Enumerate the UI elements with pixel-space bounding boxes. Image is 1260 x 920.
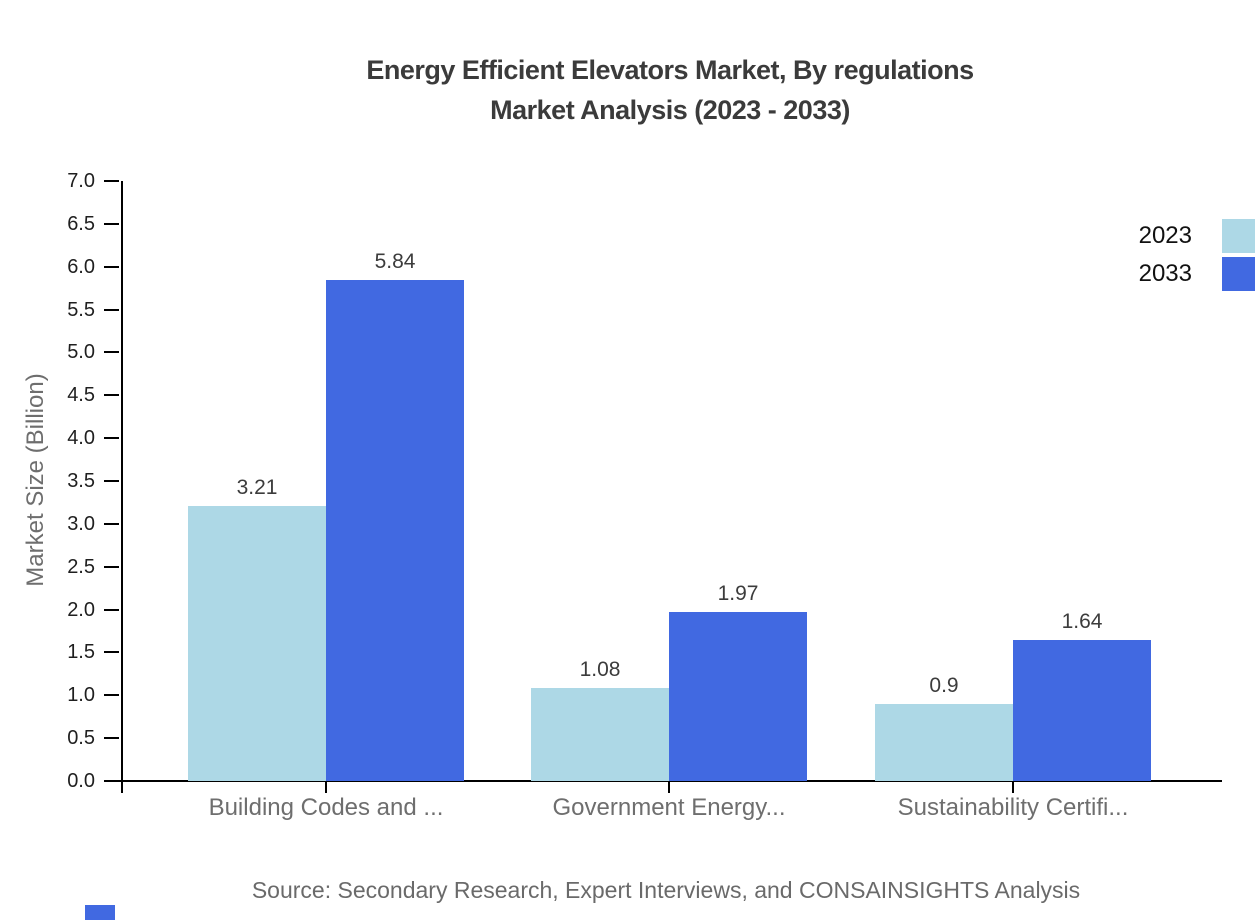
bar-value-label: 1.08 [579,658,621,681]
y-tick-mark [104,308,119,311]
y-tick-mark [104,480,119,482]
y-tick-label: 3.5 [67,470,95,492]
chart-title-line2: Market Analysis (2023 - 2033) [490,95,850,125]
bar-2033-0 [326,280,464,781]
x-tick-mark [325,781,327,793]
y-tick-label: 5.5 [67,298,95,321]
x-tick-mark [668,781,670,793]
legend-item-2033: 2033 [1139,257,1255,291]
bar-value-label: 5.84 [374,250,416,273]
y-tick-mark [104,265,119,268]
y-tick-mark [104,180,119,182]
chart-title-line1: Energy Efficient Elevators Market, By re… [366,55,974,85]
x-axis-line [104,780,1222,782]
y-tick-label: 2.0 [67,598,95,621]
chart-title: Energy Efficient Elevators Market, By re… [80,50,1260,130]
y-tick-mark [104,780,119,782]
y-tick-label: 1.0 [67,684,95,707]
x-tick-mark [1012,781,1014,793]
bar-2033-1 [669,612,807,781]
legend-label: 2033 [1138,260,1192,287]
y-axis-line [121,181,123,793]
brand-watermark [85,905,115,920]
y-tick-mark [104,694,119,697]
y-tick-label: 4.0 [67,427,95,450]
y-tick-mark [104,394,119,397]
legend-label: 2023 [1138,222,1192,249]
y-tick-label: 2.5 [67,555,95,578]
y-tick-label: 6.5 [67,212,95,235]
x-tick-label: Government Energy... [552,794,786,821]
y-tick-mark [104,651,119,654]
legend-item-2023: 2023 [1139,219,1255,253]
bar-value-label: 1.97 [717,582,759,605]
plot-area: 0.0 0.5 1.0 1.5 2.0 2.5 3.0 3.5 4.0 4.5 5.0 5.5 6.0 6… [67,170,1222,821]
y-tick-label: 7.0 [67,170,95,192]
y-tick-mark [104,222,119,225]
legend-swatch [1222,257,1255,291]
bar-2023-0 [188,506,326,781]
x-tick-label: Sustainability Certifi... [897,794,1129,821]
bar-value-label: 0.9 [929,674,959,697]
y-tick-label: 6.0 [67,255,95,278]
bar-value-label: 1.64 [1061,610,1103,633]
y-tick-label: 0.5 [67,727,95,750]
y-tick-mark [104,565,119,568]
y-tick-label: 0.0 [67,770,95,792]
legend: 2023 2033 [1139,219,1255,291]
y-tick-mark [104,608,119,611]
y-tick-label: 3.0 [67,512,95,535]
bar-2033-2 [1013,640,1151,781]
legend-swatch [1222,219,1255,253]
bar-value-label: 3.21 [236,476,278,499]
y-tick-label: 4.5 [67,384,95,407]
x-tick-label: Building Codes and ... [208,794,444,821]
y-tick-mark [104,522,119,525]
source-note: Source: Secondary Research, Expert Inter… [251,877,1081,903]
y-tick-mark [104,737,119,740]
y-tick-mark [104,351,119,354]
bar-2023-2 [875,704,1013,781]
bar-2023-1 [531,688,669,781]
y-tick-label: 1.5 [67,641,95,664]
y-tick-mark [104,437,119,440]
y-tick-label: 5.0 [67,341,95,364]
